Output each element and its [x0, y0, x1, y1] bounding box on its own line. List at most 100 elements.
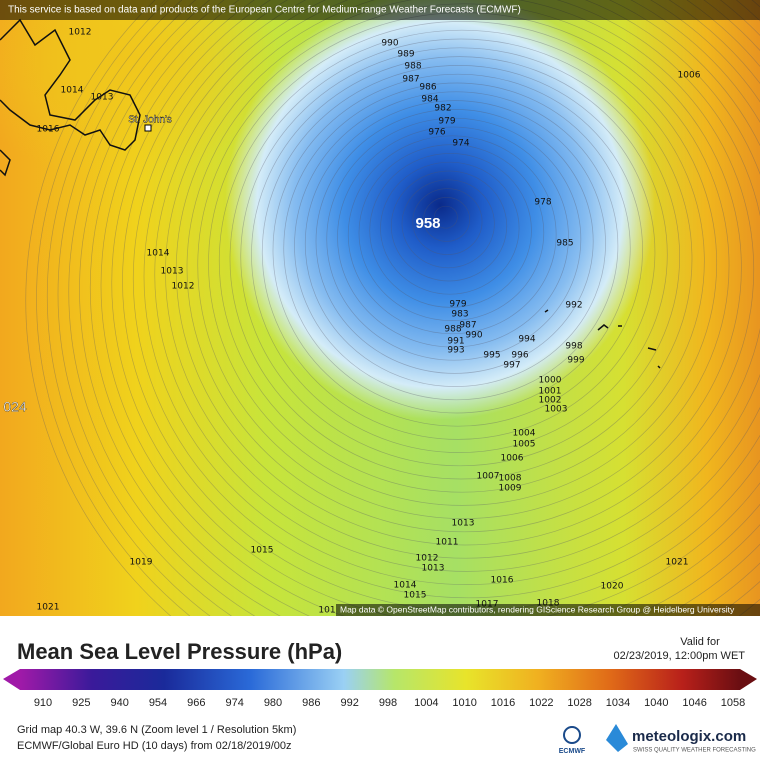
- contour-label: 983: [451, 310, 468, 320]
- contour-label: 1018: [537, 599, 560, 609]
- attribution: Map data © OpenStreetMap contributors, r…: [340, 604, 735, 614]
- high-area: [0, 0, 280, 180]
- isobar: [47, 0, 760, 616]
- isobar: [283, 82, 631, 414]
- isobar: [218, 29, 705, 493]
- isobar: [369, 153, 532, 308]
- contour-label: 979: [438, 117, 455, 127]
- isobar: [358, 144, 545, 321]
- contour-label: 1014: [147, 249, 170, 259]
- contour-label: 978: [534, 198, 551, 208]
- city-label: St. John's: [128, 115, 172, 126]
- isobar: [175, 0, 755, 546]
- colorbar-tick-label: 1016: [491, 697, 515, 709]
- contour-label: 1015: [251, 546, 274, 556]
- contour-label: 1016: [37, 125, 60, 135]
- legend-title: Mean Sea Level Pressure (hPa): [17, 639, 342, 664]
- colorbar-left-arrow: [3, 669, 20, 690]
- contour-label: 987: [402, 75, 419, 85]
- colorbar-tick-label: 998: [379, 697, 397, 709]
- isobar: [390, 170, 508, 282]
- contour-label: 995: [483, 351, 500, 361]
- colorbar-tick-label: 1022: [529, 697, 553, 709]
- contour-label: 1015: [404, 591, 427, 601]
- brand-logo: [606, 724, 628, 752]
- contour-label: 991: [447, 337, 464, 347]
- isobar: [90, 0, 760, 616]
- isobar: [347, 135, 557, 335]
- contour-label: 982: [434, 104, 451, 114]
- contour-label: 1004: [513, 429, 536, 439]
- city-marker: [144, 124, 152, 132]
- contour-label: 1012: [69, 28, 92, 38]
- contour-label: 1000: [539, 376, 562, 386]
- contour-label: 998: [565, 342, 582, 352]
- colorbar-tick-label: 925: [72, 697, 90, 709]
- colorbar-tick-label: 974: [225, 697, 243, 709]
- contour-label: 1003: [545, 405, 568, 415]
- colorbar-tick-label: 1058: [721, 697, 745, 709]
- contour-labels: 9909899889879869849829799769749789859929…: [37, 28, 701, 616]
- contour-label: 990: [381, 39, 398, 49]
- contour-label: 974: [452, 139, 469, 149]
- isobar: [294, 91, 619, 401]
- banner-bg: [0, 0, 760, 20]
- contour-label: 1006: [678, 71, 701, 81]
- colorbar-tick-label: 992: [340, 697, 358, 709]
- isobar: [100, 0, 760, 616]
- contour-label: 1002: [539, 396, 562, 406]
- colorbar-ticks: 910 925 940 954 966 974 980 986 992 998 1004 1010 10…: [34, 697, 745, 709]
- isobar: [433, 205, 458, 229]
- contour-label: 984: [421, 95, 438, 105]
- valid-label: Valid for: [680, 636, 720, 648]
- colorbar-tick-label: 986: [302, 697, 320, 709]
- contour-label: 1021: [37, 603, 60, 613]
- contour-label: 1021: [666, 558, 689, 568]
- low-center-label: 958: [415, 215, 440, 232]
- colorbar-right-arrow: [740, 669, 757, 690]
- colorbar-tick-label: 1028: [567, 697, 591, 709]
- contour-label: 1006: [501, 454, 524, 464]
- isobar: [401, 179, 495, 269]
- contour-label: 1001: [539, 387, 562, 397]
- isobar: [143, 0, 760, 585]
- grid-info: Grid map 40.3 W, 39.6 N (Zoom level 1 / …: [17, 724, 296, 736]
- colorbar-tick-label: 954: [149, 697, 167, 709]
- edge-contour-label: 024: [3, 399, 27, 415]
- isobar: [412, 188, 483, 255]
- isobar: [133, 0, 760, 599]
- isobar: [165, 0, 760, 559]
- contour-label: 997: [503, 361, 520, 371]
- contour-label: 1016: [491, 576, 514, 586]
- isobar: [208, 21, 718, 506]
- contour-label: 1008: [499, 474, 522, 484]
- contour-label: 988: [444, 325, 461, 335]
- contour-label: 996: [511, 351, 528, 361]
- isobar: [251, 56, 668, 453]
- colorbar-tick-label: 1046: [682, 697, 706, 709]
- contour-label: 979: [449, 300, 466, 310]
- isobar: [337, 126, 569, 348]
- contour-label: 1014: [61, 86, 84, 96]
- contour-label: 1012: [416, 554, 439, 564]
- contour-label: 994: [518, 335, 535, 345]
- isobar: [304, 100, 606, 387]
- isobar: [315, 109, 594, 374]
- colorbar-tick-label: 1010: [452, 697, 476, 709]
- contour-label: 1019: [130, 558, 153, 568]
- contour-label: 1011: [436, 538, 459, 548]
- colorbar-tick-label: 940: [110, 697, 128, 709]
- isobar: [36, 0, 191, 616]
- isobar: [423, 197, 471, 242]
- isobar: [229, 38, 693, 480]
- isobar: [240, 47, 681, 467]
- colorbar-tick-label: 1034: [606, 697, 630, 709]
- coastline: [0, 18, 661, 369]
- map-area: St. John's 99098998898798698498297997697…: [0, 0, 760, 616]
- contour-label: 992: [565, 301, 582, 311]
- contour-label: 999: [567, 356, 584, 366]
- contour-label: 101: [318, 606, 335, 616]
- colorbar-tick-label: 1004: [414, 697, 438, 709]
